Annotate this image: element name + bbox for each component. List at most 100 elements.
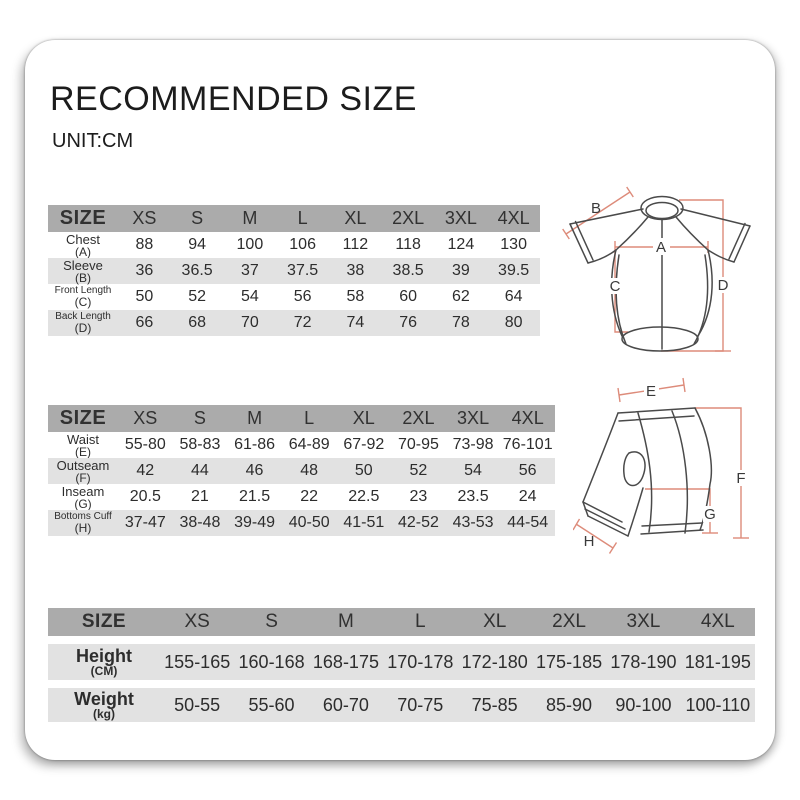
row-label-text: Chest <box>66 231 100 247</box>
shorts-label-h: H <box>584 533 595 550</box>
value-cell: 38.5 <box>381 258 435 284</box>
page-title: RECOMMENDED SIZE <box>50 80 417 118</box>
size-header-cell: XL <box>336 405 392 432</box>
value-cell: 170-178 <box>383 644 458 680</box>
value-cell: 178-190 <box>606 644 681 680</box>
row-label: Front Length (C) <box>48 284 118 310</box>
value-cell: 39-49 <box>227 510 282 536</box>
row-label: Inseam (G) <box>48 484 118 510</box>
row-label-text: Front Length <box>54 285 112 296</box>
value-cell: 55-80 <box>124 436 166 453</box>
row-label-text: Outseam <box>56 457 110 473</box>
row-label-letter: (G) <box>74 496 92 511</box>
value-cell: 78 <box>434 310 488 336</box>
value-cell: 21.5 <box>238 488 271 505</box>
value-cell: 74 <box>329 310 382 336</box>
row-label-text: Waist <box>66 431 100 447</box>
size-header-cell: 3XL <box>606 608 681 636</box>
value-cell: 39 <box>434 258 488 284</box>
jersey-label-d: D <box>718 277 729 294</box>
value-cell: 44-54 <box>500 510 555 536</box>
row-label-letter: (kg) <box>93 707 115 721</box>
value-cell: 37-47 <box>118 510 173 536</box>
value-cell: 60-70 <box>308 688 384 722</box>
shorts-label-e: E <box>646 383 656 400</box>
value-cell: 66 <box>118 310 171 336</box>
size-header-cell: 2XL <box>391 405 446 432</box>
value-cell: 54 <box>240 288 259 305</box>
size-header-cell: 3XL <box>434 205 488 232</box>
row-label: Chest (A) <box>48 232 118 258</box>
value-cell: 72 <box>276 310 329 336</box>
size-header-cell: L <box>383 608 458 636</box>
shorts-label-f: F <box>736 470 745 487</box>
size-header-cell: 3XL <box>445 405 501 432</box>
value-cell: 38 <box>329 258 382 284</box>
value-cell: 43-53 <box>445 510 501 536</box>
value-cell: 20.5 <box>129 488 161 505</box>
value-cell: 100-110 <box>680 688 755 722</box>
value-cell: 76-101 <box>502 436 553 453</box>
value-cell: 172-180 <box>457 644 532 680</box>
value-cell: 155-165 <box>160 644 235 680</box>
value-cell: 37 <box>223 258 277 284</box>
row-label-letter: (E) <box>75 444 91 459</box>
body-size-table: SIZE XS S M L XL 2XL 3XL 4XL Height (CM) 155-165 160… <box>48 608 755 722</box>
row-label: Waist (E) <box>48 432 118 458</box>
value-cell: 70-75 <box>383 688 458 722</box>
value-cell: 64-89 <box>288 436 330 453</box>
value-cell: 94 <box>188 236 207 253</box>
size-header-cell: 4XL <box>680 608 755 636</box>
value-cell: 76 <box>381 310 435 336</box>
value-cell: 130 <box>500 236 527 253</box>
shorts-label-group: E F G H <box>584 383 748 550</box>
value-cell: 22 <box>300 488 319 505</box>
value-cell: 85-90 <box>531 688 607 722</box>
size-header-cell: XL <box>457 608 532 636</box>
value-cell: 39.5 <box>487 258 540 284</box>
jersey-size-table: SIZE XS S M L XL 2XL 3XL 4XL Chest (A) 88 94 100 106 11… <box>48 205 540 336</box>
row-label: Back Length (D) <box>48 310 118 336</box>
size-header-cell: XS <box>160 608 235 636</box>
unit-label: UNIT:CM <box>52 130 134 152</box>
value-cell: 38-48 <box>172 510 228 536</box>
size-header-cell: 4XL <box>487 205 540 232</box>
value-cell: 64 <box>504 288 523 305</box>
value-cell: 24 <box>518 488 537 505</box>
row-label-letter: (CM) <box>90 664 118 678</box>
value-cell: 41-51 <box>336 510 392 536</box>
value-cell: 37.5 <box>276 258 329 284</box>
value-cell: 80 <box>487 310 540 336</box>
value-cell: 90-100 <box>606 688 681 722</box>
size-corner-header: SIZE <box>48 205 118 232</box>
size-corner-header: SIZE <box>48 405 118 432</box>
value-cell: 40-50 <box>281 510 337 536</box>
size-header-cell: 2XL <box>531 608 607 636</box>
row-label: Bottoms Cuff (H) <box>48 510 118 536</box>
value-cell: 22.5 <box>348 488 380 505</box>
value-cell: 52 <box>391 458 446 484</box>
size-header-cell: S <box>170 205 224 232</box>
value-cell: 118 <box>395 236 421 253</box>
value-cell: 55-60 <box>234 688 309 722</box>
value-cell: 36.5 <box>170 258 224 284</box>
row-label: Weight (kg) <box>48 688 160 722</box>
size-header-cell: S <box>172 405 228 432</box>
size-header-cell: M <box>308 608 384 636</box>
row-label-letter: (B) <box>75 270 91 285</box>
value-cell: 112 <box>342 236 369 253</box>
value-cell: 75-85 <box>457 688 532 722</box>
row-label: Height (CM) <box>48 644 160 680</box>
value-cell: 56 <box>293 288 312 305</box>
value-cell: 44 <box>172 458 228 484</box>
value-cell: 70-95 <box>397 436 439 453</box>
size-header-cell: S <box>234 608 309 636</box>
value-cell: 168-175 <box>308 644 384 680</box>
jersey-measurement-diagram: B A C D <box>562 186 751 352</box>
jersey-label-b: B <box>591 200 601 217</box>
value-cell: 58 <box>346 288 365 305</box>
value-cell: 23.5 <box>457 488 489 505</box>
jersey-label-c: C <box>610 278 621 295</box>
row-label-letter: (A) <box>75 244 91 259</box>
value-cell: 50 <box>336 458 392 484</box>
